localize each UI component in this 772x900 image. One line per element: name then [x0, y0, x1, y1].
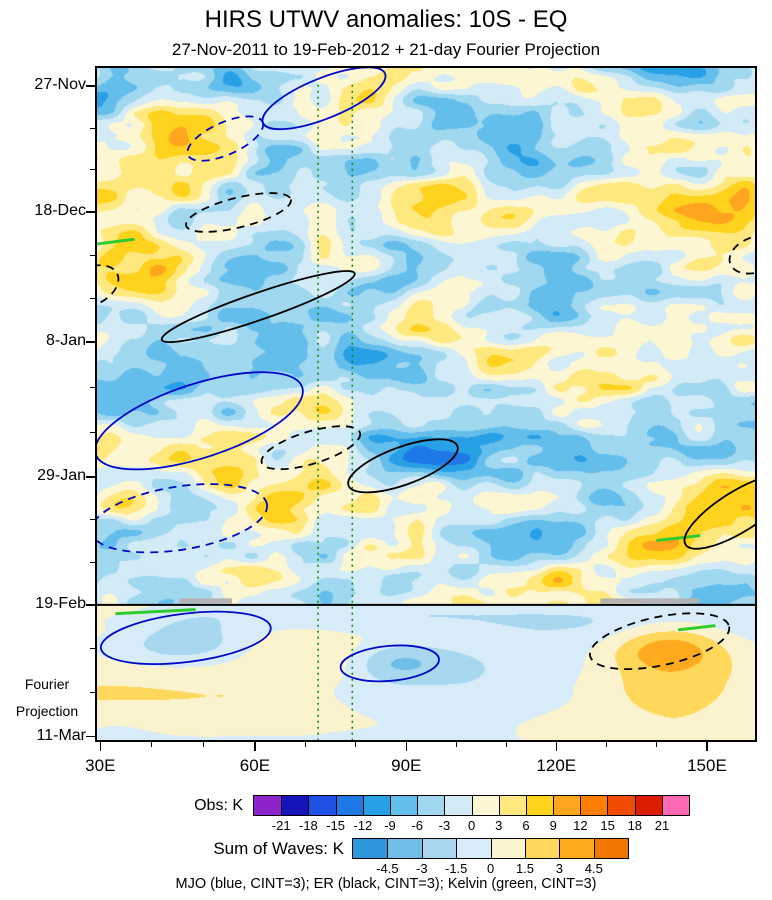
colorbar-segment: [593, 839, 629, 858]
y-major-tick: [86, 476, 95, 478]
colorbar-segment: [444, 796, 472, 815]
obs-colorbar-tick-label: -6: [411, 818, 423, 833]
x-tick-label: 90E: [391, 756, 422, 775]
colorbar-segment: [471, 796, 499, 815]
y-major-tick: [86, 604, 95, 606]
colorbar-segment: [417, 796, 445, 815]
x-minor-tick: [656, 742, 658, 747]
colorbar-segment: [559, 839, 594, 858]
colorbar-segment: [634, 796, 662, 815]
y-tick-label: 27-Nov: [34, 76, 86, 94]
obs-colorbar-label: Obs: K: [194, 797, 243, 814]
x-minor-tick: [505, 742, 507, 747]
colorbar-segment: [525, 796, 554, 815]
colorbar-segment: [308, 796, 336, 815]
colorbar-segment: [335, 796, 363, 815]
x-tick-label: 120E: [536, 756, 577, 775]
x-minor-tick: [606, 742, 607, 747]
x-major-tick: [99, 742, 102, 751]
obs-colorbar-tick-label: -15: [326, 818, 345, 833]
colorbar-segment: [362, 796, 390, 815]
obs-colorbar-tick-label: -9: [384, 818, 396, 833]
obs-colorbar-tick-label: 21: [654, 818, 670, 833]
x-minor-tick: [202, 742, 204, 747]
waves-colorbar: [352, 838, 630, 859]
x-major-tick: [555, 742, 558, 751]
y-minor-tick: [90, 386, 95, 388]
waves-colorbar-tick-label: -4.5: [376, 861, 399, 876]
x-minor-tick: [304, 742, 306, 747]
obs-colorbar-tick-label: 0: [467, 818, 476, 833]
y-minor-tick: [90, 648, 95, 650]
y-major-tick: [86, 85, 95, 87]
y-minor-tick: [90, 519, 95, 521]
x-tick-label: 60E: [239, 756, 271, 775]
y-minor-tick: [90, 561, 95, 563]
colorbar-segment: [553, 796, 581, 815]
colorbar-segment: [389, 796, 418, 815]
obs-colorbar-tick-label: -3: [438, 818, 451, 833]
y-minor-tick: [90, 431, 95, 433]
x-minor-tick: [455, 742, 457, 747]
colorbar-segment: [498, 796, 526, 815]
y-tick-label: 19-Feb: [35, 594, 86, 612]
colorbar-segment: [387, 839, 422, 858]
y-major-tick: [86, 211, 95, 213]
y-tick-label: 18-Dec: [34, 201, 86, 219]
waves-colorbar-tick-label: -1.5: [444, 861, 468, 876]
obs-colorbar-tick-label: -12: [353, 818, 373, 833]
x-tick-label: 30E: [85, 756, 116, 775]
obs-colorbar-tick-label: 6: [522, 818, 530, 833]
waves-colorbar-tick-label: -3: [416, 861, 428, 876]
colorbar-segment: [254, 796, 282, 815]
x-major-tick: [254, 742, 256, 751]
obs-colorbar-tick-label: -18: [298, 818, 318, 833]
contour-legend-note: MJO (blue, CINT=3); ER (black, CINT=3); …: [175, 876, 597, 892]
y-tick-label: 29-Jan: [37, 467, 86, 485]
obs-colorbar-tick-label: 15: [600, 818, 615, 833]
obs-colorbar-tick-label: 18: [627, 818, 643, 833]
x-minor-tick: [355, 742, 357, 747]
waves-colorbar-label: Sum of Waves: K: [213, 839, 344, 858]
chart-title: HIRS UTWV anomalies: 10S - EQ: [204, 6, 568, 33]
x-minor-tick: [151, 742, 153, 747]
waves-colorbar-tick-label: 3: [555, 861, 563, 876]
colorbar-segment: [353, 839, 388, 858]
y-minor-tick: [90, 298, 95, 300]
obs-colorbar: [253, 795, 691, 816]
y-tick-label: 11-Mar: [36, 726, 87, 744]
anomaly-heatmap-canvas: [97, 68, 755, 740]
y-minor-tick: [90, 692, 95, 694]
colorbar-segment: [607, 796, 635, 815]
colorbar-segment: [524, 839, 560, 858]
y-minor-tick: [90, 254, 95, 256]
x-major-tick: [405, 742, 407, 751]
colorbar-segment: [490, 839, 525, 858]
colorbar-segment: [421, 839, 457, 858]
y-minor-tick: [90, 127, 95, 129]
colorbar-segment: [580, 796, 608, 815]
waves-colorbar-tick-label: 1.5: [515, 861, 535, 876]
waves-colorbar-tick-label: 0: [486, 861, 495, 876]
obs-colorbar-tick-label: 3: [495, 818, 503, 833]
colorbar-segment: [661, 796, 689, 815]
y-minor-tick: [90, 169, 95, 171]
obs-colorbar-tick-label: -21: [271, 818, 291, 833]
y-major-tick: [86, 735, 95, 738]
waves-colorbar-tick-label: 4.5: [584, 861, 603, 876]
y-major-tick: [86, 341, 95, 343]
y-tick-label: 8-Jan: [45, 332, 86, 350]
colorbar-segment: [281, 796, 309, 815]
x-major-tick: [706, 742, 708, 751]
fourier-projection-label: Fourier Projection: [15, 676, 79, 719]
colorbar-segment: [456, 839, 491, 858]
obs-colorbar-tick-label: 12: [573, 818, 588, 833]
chart-subtitle: 27-Nov-2011 to 19-Feb-2012 + 21-day Four…: [171, 40, 601, 59]
x-tick-label: 150E: [687, 756, 727, 775]
obs-colorbar-tick-label: 9: [549, 818, 557, 833]
